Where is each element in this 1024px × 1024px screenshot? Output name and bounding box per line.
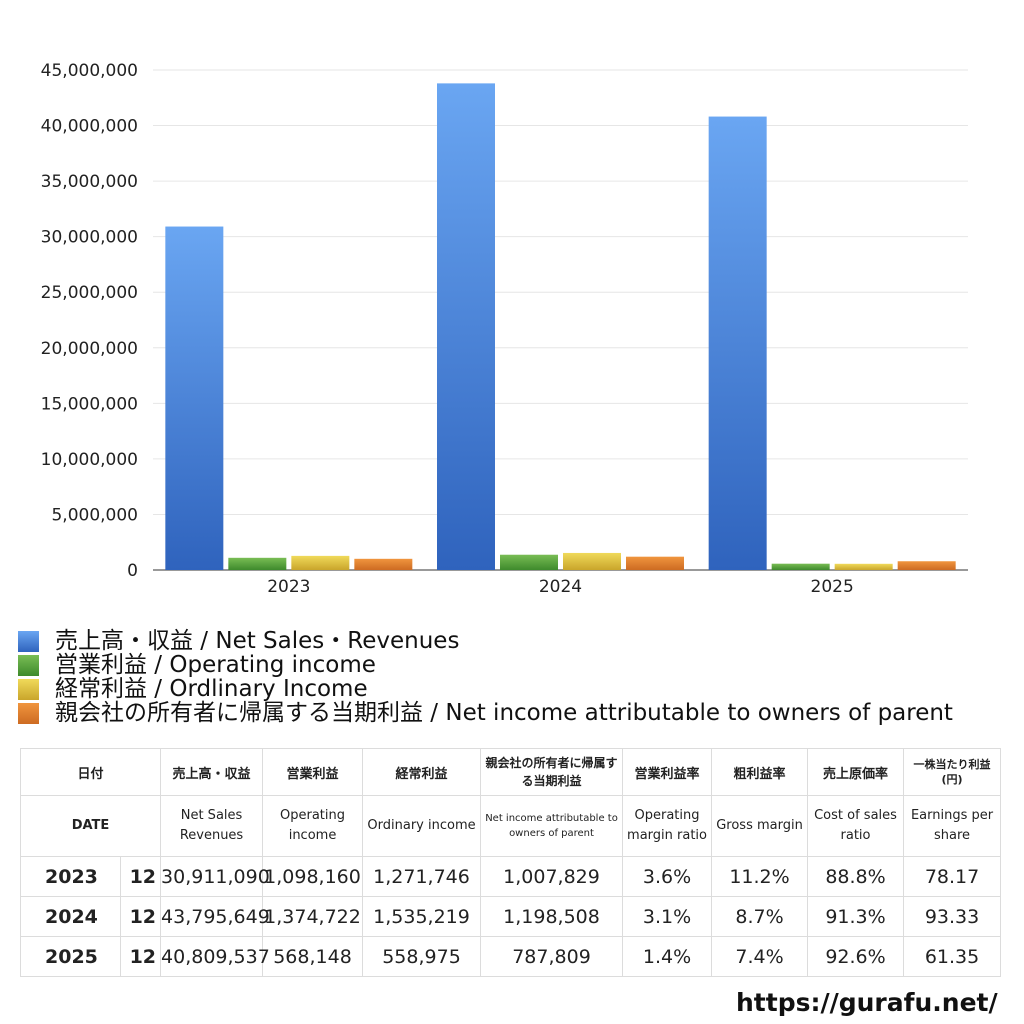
y-tick-label: 5,000,000 xyxy=(51,505,138,525)
legend-label-ordinary: 経常利益 / Ordlinary Income xyxy=(55,676,368,702)
cell-operating: 1,098,160 xyxy=(262,856,364,897)
y-axis: 0 5,000,000 10,000,000 15,000,000 20,000,000… xyxy=(41,61,138,581)
header-net-ja: 親会社の所有者に帰属する当期利益 xyxy=(480,748,624,796)
bar-2023-s3 xyxy=(354,558,413,570)
cell-month: 12 xyxy=(119,856,162,897)
cell-net: 1,007,829 xyxy=(480,856,624,897)
legend-swatch-ordinary xyxy=(18,678,39,700)
legend-item-sales: 売上高・収益 / Net Sales・Revenues xyxy=(18,629,953,653)
header-ordinary-ja: 経常利益 xyxy=(362,748,482,796)
cell-net: 1,198,508 xyxy=(480,896,624,937)
cell-net: 787,809 xyxy=(480,936,624,977)
header-op-margin-en: Operating margin ratio xyxy=(622,795,713,857)
header-row-en: DATE Net Sales Revenues Operating income… xyxy=(19,795,1002,857)
legend-label-net: 親会社の所有者に帰属する当期利益 / Net income attributab… xyxy=(55,700,953,726)
bar-2024-s1 xyxy=(500,554,558,570)
table-row: 2024 12 43,795,649 1,374,722 1,535,219 1… xyxy=(20,896,1002,937)
cell-operating: 568,148 xyxy=(262,936,364,977)
y-tick-label: 30,000,000 xyxy=(41,228,138,248)
header-gross-margin-en: Gross margin xyxy=(711,795,809,857)
y-tick-label: 10,000,000 xyxy=(41,450,138,470)
cell-eps: 61.35 xyxy=(903,936,1002,977)
financial-table: 日付 売上高・収益 営業利益 経常利益 親会社の所有者に帰属する当期利益 営業利… xyxy=(19,748,1002,977)
header-operating-ja: 営業利益 xyxy=(262,748,364,796)
header-date-en: DATE xyxy=(19,795,162,857)
x-tick-label: 2025 xyxy=(811,577,854,597)
y-tick-label: 15,000,000 xyxy=(41,394,138,414)
bar-chart: 0 5,000,000 10,000,000 15,000,000 20,000,000… xyxy=(41,61,968,597)
cell-op-margin: 3.6% xyxy=(622,856,713,897)
bar-2025-s0 xyxy=(708,116,767,570)
bar-2024-s2 xyxy=(563,552,621,570)
site-url: https://gurafu.net/ xyxy=(736,988,998,1017)
cell-sales: 43,795,649 xyxy=(160,896,270,937)
header-op-margin-ja: 営業利益率 xyxy=(622,748,713,796)
y-tick-label: 0 xyxy=(127,561,138,581)
bar-2024-s3 xyxy=(626,556,684,570)
legend-label-operating: 営業利益 / Operating income xyxy=(55,652,376,678)
cell-cost-ratio: 88.8% xyxy=(807,856,905,897)
y-tick-label: 45,000,000 xyxy=(41,61,138,81)
header-sales-en: Net Sales Revenues xyxy=(160,795,264,857)
cell-eps: 78.17 xyxy=(903,856,1002,897)
cell-year: 2025 xyxy=(20,936,121,977)
y-tick-label: 40,000,000 xyxy=(41,117,138,137)
header-cost-ratio-en: Cost of sales ratio xyxy=(807,795,905,857)
header-date-ja: 日付 xyxy=(19,748,162,796)
bar-2023-s2 xyxy=(291,555,350,570)
legend-label-sales: 売上高・収益 / Net Sales・Revenues xyxy=(55,628,460,654)
legend: 売上高・収益 / Net Sales・Revenues 営業利益 / Opera… xyxy=(18,629,953,725)
bar-2025-s2 xyxy=(834,563,893,570)
cell-op-margin: 3.1% xyxy=(622,896,713,937)
table-row: 2023 12 30,911,090 1,098,160 1,271,746 1… xyxy=(20,856,1002,897)
cell-gross-margin: 7.4% xyxy=(711,936,809,977)
cell-cost-ratio: 91.3% xyxy=(807,896,905,937)
cell-gross-margin: 8.7% xyxy=(711,896,809,937)
cell-gross-margin: 11.2% xyxy=(711,856,809,897)
header-ordinary-en: Ordinary income xyxy=(362,795,482,857)
bar-2025-s3 xyxy=(897,561,956,570)
y-tick-label: 25,000,000 xyxy=(41,283,138,303)
legend-item-ordinary: 経常利益 / Ordlinary Income xyxy=(18,677,953,701)
header-gross-margin-ja: 粗利益率 xyxy=(711,748,809,796)
header-row-ja: 日付 売上高・収益 営業利益 経常利益 親会社の所有者に帰属する当期利益 営業利… xyxy=(19,748,1002,796)
bar-2024-s0 xyxy=(437,83,495,570)
cell-ordinary: 1,271,746 xyxy=(362,856,482,897)
bars xyxy=(165,83,956,570)
cell-ordinary: 558,975 xyxy=(362,936,482,977)
table-row: 2025 12 40,809,537 568,148 558,975 787,8… xyxy=(20,936,1002,977)
cell-eps: 93.33 xyxy=(903,896,1002,937)
header-eps-ja: 一株当たり利益(円) xyxy=(903,748,1002,796)
cell-ordinary: 1,535,219 xyxy=(362,896,482,937)
cell-year: 2023 xyxy=(20,856,121,897)
bar-2023-s0 xyxy=(165,226,224,570)
x-axis: 2023 2024 2025 xyxy=(267,577,854,597)
grid xyxy=(153,69,968,571)
legend-swatch-sales xyxy=(18,630,39,652)
x-tick-label: 2023 xyxy=(267,577,310,597)
cell-year: 2024 xyxy=(20,896,121,937)
bar-2023-s1 xyxy=(228,557,287,570)
y-tick-label: 20,000,000 xyxy=(41,339,138,359)
cell-sales: 40,809,537 xyxy=(160,936,270,977)
legend-swatch-operating xyxy=(18,654,39,676)
legend-swatch-net xyxy=(18,702,39,724)
cell-operating: 1,374,722 xyxy=(262,896,364,937)
cell-month: 12 xyxy=(119,936,162,977)
cell-sales: 30,911,090 xyxy=(160,856,270,897)
legend-item-net: 親会社の所有者に帰属する当期利益 / Net income attributab… xyxy=(18,701,953,725)
x-tick-label: 2024 xyxy=(539,577,582,597)
cell-op-margin: 1.4% xyxy=(622,936,713,977)
y-tick-label: 35,000,000 xyxy=(41,172,138,192)
cell-cost-ratio: 92.6% xyxy=(807,936,905,977)
header-eps-en: Earnings per share xyxy=(903,795,1002,857)
header-operating-en: Operating income xyxy=(262,795,364,857)
bar-2025-s1 xyxy=(771,563,830,570)
header-cost-ratio-ja: 売上原価率 xyxy=(807,748,905,796)
legend-item-operating: 営業利益 / Operating income xyxy=(18,653,953,677)
cell-month: 12 xyxy=(119,896,162,937)
header-sales-ja: 売上高・収益 xyxy=(160,748,264,796)
header-net-en: Net income attributable to owners of par… xyxy=(480,795,624,857)
